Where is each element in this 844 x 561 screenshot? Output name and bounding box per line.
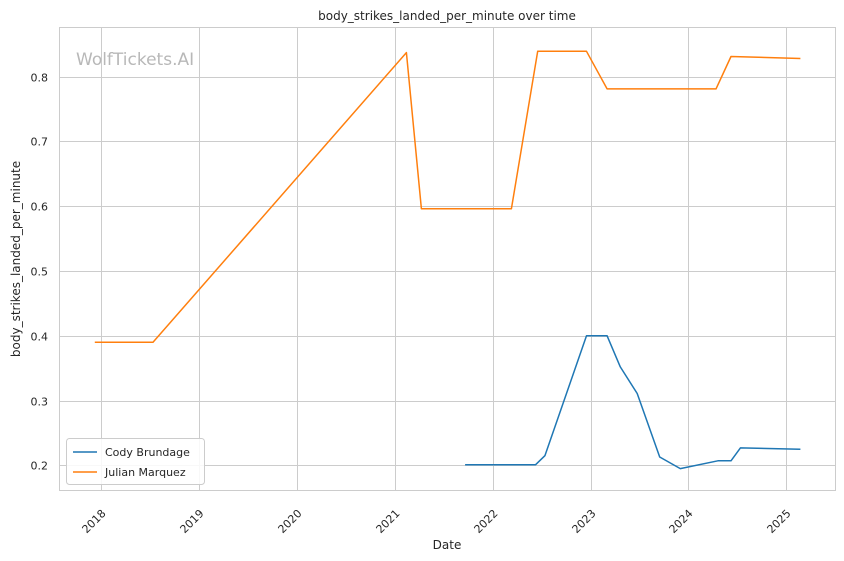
y-tick-label: 0.2 — [31, 460, 49, 473]
x-tick-label: 2018 — [80, 507, 109, 536]
y-tick-label: 0.3 — [31, 396, 49, 409]
watermark-text: WolfTickets.AI — [76, 50, 194, 70]
y-axis-label: body_strikes_landed_per_minute — [9, 161, 23, 357]
y-tick-label: 0.4 — [31, 331, 49, 344]
legend-label-cody-brundage: Cody Brundage — [105, 446, 190, 459]
x-tick-label: 2020 — [276, 507, 305, 536]
y-tick-label: 0.6 — [31, 201, 49, 214]
y-tick-labels: 0.2 0.3 0.4 0.5 0.6 0.7 0.8 — [31, 72, 49, 473]
x-axis-label: Date — [433, 538, 462, 552]
y-tick-label: 0.5 — [31, 266, 49, 279]
x-tick-labels: 2018 2019 2020 2021 2022 2023 2024 2025 — [80, 507, 794, 536]
x-tick-label: 2024 — [667, 507, 696, 536]
legend-box — [66, 438, 205, 485]
y-tick-label: 0.7 — [31, 136, 49, 149]
series-line-julian-marquez — [94, 50, 801, 344]
x-tick-label: 2023 — [570, 507, 599, 536]
series-line-cody-brundage — [465, 335, 801, 470]
y-tick-label: 0.8 — [31, 72, 49, 85]
x-tick-label: 2019 — [178, 507, 207, 536]
x-tick-label: 2022 — [472, 507, 501, 536]
legend-label-julian-marquez: Julian Marquez — [104, 466, 186, 479]
plot-area-frame — [59, 27, 836, 491]
x-tick-label: 2021 — [374, 507, 403, 536]
grid-lines — [60, 28, 835, 490]
legend: Cody Brundage Julian Marquez — [66, 438, 205, 485]
x-tick-label: 2025 — [765, 507, 794, 536]
series-layer — [94, 50, 801, 470]
chart-title: body_strikes_landed_per_minute over time — [318, 9, 576, 23]
